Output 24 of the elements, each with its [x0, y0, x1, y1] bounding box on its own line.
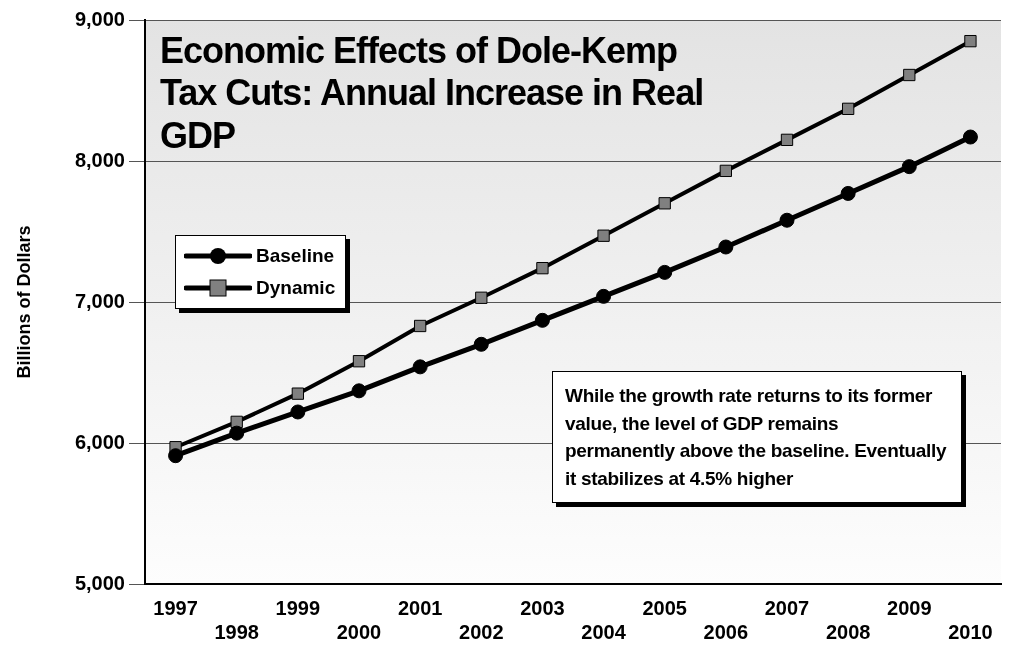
- x-tick-label: 2000: [336, 620, 382, 643]
- x-tick-label: 2001: [397, 596, 443, 619]
- x-tick-label: 2008: [825, 620, 871, 643]
- y-tick-label: 5,000: [74, 571, 125, 594]
- x-tick-label: 1999: [275, 596, 321, 619]
- x-tick-label: 2002: [459, 620, 504, 643]
- x-tick-label: 2010: [948, 620, 993, 643]
- x-tick-label: 2006: [703, 620, 749, 643]
- y-axis-title: Billions of Dollars: [13, 225, 34, 379]
- x-tick-label: 1997: [153, 596, 198, 619]
- x-tick-label: 2005: [642, 596, 687, 619]
- y-tick-label: 7,000: [74, 289, 125, 312]
- y-tick-label: 9,000: [74, 7, 125, 30]
- x-tick-label: 2007: [764, 596, 810, 619]
- x-tick-label: 2003: [520, 596, 565, 619]
- x-tick-label: 1998: [214, 620, 259, 643]
- legend-label: Baseline: [256, 245, 335, 267]
- y-tick-label: 8,000: [74, 148, 125, 171]
- annotation: While the growth rate returns to its former value, the level of GDP remains permanently above the baseline. Eventually it stabilizes at 4.5% higher: [552, 371, 962, 504]
- legend-label: Dynamic: [256, 277, 336, 299]
- text: Economic Effects of Dole-Kemp Tax Cuts: Annual Increase in Real GDP: [159, 30, 705, 158]
- x-tick-label: 2009: [887, 596, 932, 619]
- y-tick-label: 6,000: [74, 430, 125, 453]
- x-tick-label: 2004: [581, 620, 627, 643]
